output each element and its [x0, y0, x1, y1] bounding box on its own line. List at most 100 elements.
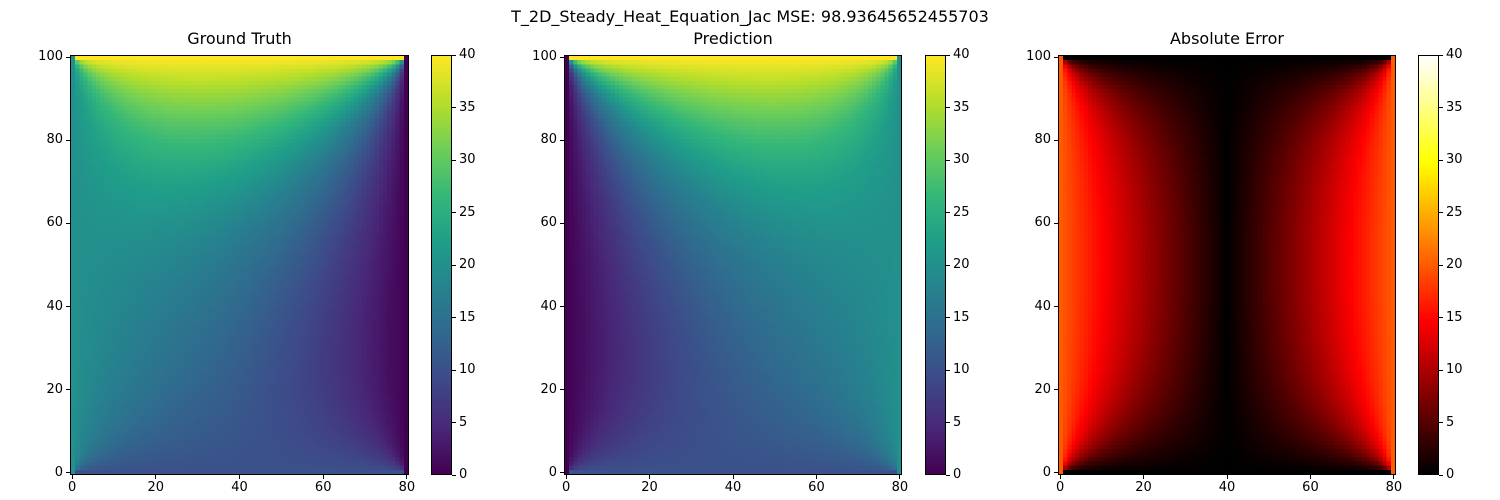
x-tick-label: 0 — [561, 480, 571, 495]
colorbar-tick-label: 25 — [1446, 204, 1463, 220]
x-tick — [1309, 475, 1311, 479]
colorbar-tick-label: 25 — [459, 204, 476, 220]
y-tick — [66, 306, 70, 308]
colorbar-tick — [452, 422, 456, 423]
x-tick — [899, 475, 901, 479]
x-tick-label: 80 — [1385, 480, 1403, 495]
ground-truth-title: Ground Truth — [187, 29, 292, 48]
y-tick-label: 40 — [540, 298, 557, 314]
x-tick — [1393, 475, 1395, 479]
x-tick — [649, 475, 651, 479]
colorbar-tick — [946, 422, 950, 423]
colorbar-tick-label: 30 — [459, 152, 476, 167]
colorbar-tick — [1439, 317, 1443, 318]
x-tick-label: 80 — [398, 480, 416, 495]
y-tick — [66, 389, 70, 391]
colorbar-tick-label: 20 — [459, 257, 476, 272]
colorbar-tick — [452, 54, 456, 56]
y-tick-label: 20 — [540, 381, 557, 397]
colorbar-tick-label: 30 — [953, 152, 970, 167]
x-tick-label: 0 — [1055, 480, 1065, 495]
y-tick — [66, 472, 70, 474]
colorbar-tick — [452, 264, 456, 266]
colorbar-tick-label: 0 — [953, 467, 962, 482]
colorbar-tick — [1439, 54, 1443, 56]
ground-truth-heatmap — [70, 55, 409, 475]
colorbar-tick — [946, 159, 950, 161]
prediction-title: Prediction — [693, 29, 773, 48]
x-tick-label: 60 — [808, 480, 825, 495]
colorbar-tick-label: 5 — [1446, 414, 1455, 430]
colorbar-tick-label: 10 — [1446, 362, 1463, 377]
y-tick — [560, 222, 564, 224]
colorbar-tick — [1439, 474, 1443, 476]
colorbar-tick-label: 0 — [1446, 467, 1455, 482]
x-tick-label: 60 — [314, 480, 332, 495]
y-tick-label: 0 — [1042, 464, 1051, 480]
colorbar-tick — [946, 107, 950, 108]
y-tick — [66, 139, 70, 141]
x-tick-label: 20 — [147, 480, 165, 495]
y-tick-label: 40 — [46, 298, 63, 314]
colorbar-tick — [1439, 264, 1443, 266]
x-tick-label: 40 — [1218, 480, 1236, 495]
x-tick-label: 20 — [641, 480, 658, 495]
y-tick — [1054, 306, 1058, 308]
colorbar-tick — [946, 317, 950, 318]
colorbar-tick-label: 20 — [953, 257, 970, 272]
colorbar-tick-label: 10 — [953, 362, 970, 377]
absolute-error-heatmap — [1058, 55, 1396, 475]
colorbar-tick-label: 40 — [459, 47, 476, 62]
y-tick-label: 0 — [54, 464, 63, 480]
colorbar-tick-label: 40 — [1446, 47, 1463, 62]
y-tick-label: 40 — [1034, 298, 1051, 314]
colorbar-tick-label: 5 — [459, 414, 468, 430]
x-tick — [155, 475, 157, 479]
colorbar-tick — [452, 107, 456, 108]
y-tick-label: 100 — [38, 49, 63, 65]
y-tick — [560, 472, 564, 474]
y-tick — [560, 139, 564, 141]
y-tick-label: 60 — [46, 215, 63, 231]
colorbar-tick — [1439, 422, 1443, 423]
y-tick — [66, 222, 70, 224]
y-tick-label: 20 — [1034, 381, 1051, 397]
colorbar-tick-label: 40 — [953, 47, 970, 62]
colorbar-tick-label: 10 — [459, 362, 476, 377]
x-tick — [1226, 475, 1228, 479]
x-tick — [71, 475, 73, 479]
colorbar-tick-label: 35 — [953, 99, 970, 115]
colorbar-tick-label: 20 — [1446, 257, 1463, 272]
y-tick-label: 80 — [540, 132, 557, 148]
x-tick-label: 40 — [724, 480, 742, 495]
y-tick-label: 100 — [532, 49, 557, 65]
x-tick-label: 0 — [67, 480, 77, 495]
ground-truth-colorbar — [431, 55, 452, 475]
colorbar-tick — [452, 317, 456, 318]
colorbar-tick — [452, 474, 456, 476]
x-tick — [565, 475, 567, 479]
colorbar-tick — [452, 369, 456, 371]
colorbar-tick-label: 15 — [953, 309, 970, 325]
colorbar-tick — [946, 54, 950, 56]
y-tick — [560, 56, 564, 58]
colorbar-tick — [452, 212, 456, 213]
colorbar-tick-label: 0 — [459, 467, 468, 482]
colorbar-tick — [1439, 159, 1443, 161]
y-tick-label: 60 — [1034, 215, 1051, 231]
x-tick — [1059, 475, 1061, 479]
prediction-colorbar — [925, 55, 946, 475]
colorbar-tick — [946, 369, 950, 371]
colorbar-tick — [946, 264, 950, 266]
absolute-error-title: Absolute Error — [1169, 29, 1284, 48]
y-tick — [560, 306, 564, 308]
x-tick — [239, 475, 240, 479]
colorbar-tick-label: 25 — [953, 204, 970, 220]
colorbar-tick — [1439, 107, 1443, 108]
y-tick-label: 80 — [46, 132, 63, 148]
colorbar-tick-label: 30 — [1446, 152, 1463, 167]
y-tick-label: 100 — [1026, 49, 1051, 65]
colorbar-tick — [452, 159, 456, 161]
colorbar-tick-label: 5 — [953, 414, 962, 430]
x-tick — [732, 475, 734, 479]
